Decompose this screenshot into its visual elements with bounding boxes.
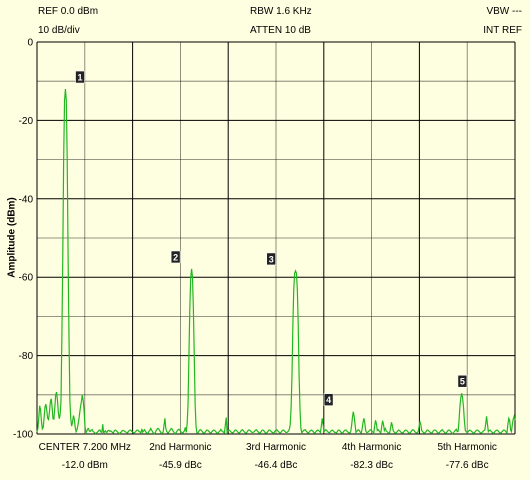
y-tick-label: -80 — [19, 351, 34, 362]
footer-label: 2nd Harmonic — [149, 442, 212, 453]
rbw-label: RBW 1.6 KHz — [250, 6, 312, 17]
footer-value: -77.6 dBc — [445, 460, 489, 471]
atten-label: ATTEN 10 dB — [250, 25, 311, 36]
marker-2: 2 — [170, 250, 181, 264]
marker-label: 2 — [173, 252, 178, 262]
marker-label: 1 — [78, 73, 83, 83]
marker-1: 1 — [75, 70, 85, 84]
peak-markers: 1 2 3 4 5 — [75, 70, 468, 406]
scale-label: 10 dB/div — [38, 25, 80, 36]
footer-value: -46.4 dBc — [254, 460, 298, 471]
ref-mode-label: INT REF — [483, 25, 522, 36]
y-tick-label: -60 — [19, 273, 34, 284]
marker-3: 3 — [266, 252, 277, 266]
marker-box — [457, 374, 468, 388]
marker-4: 4 — [323, 393, 334, 406]
marker-5: 5 — [457, 374, 468, 388]
y-tick-label: -100 — [13, 430, 33, 441]
vbw-label: VBW --- — [486, 6, 522, 17]
y-axis-label: Amplitude (dBm) — [6, 197, 18, 278]
marker-box — [266, 252, 277, 266]
marker-label: 3 — [269, 254, 274, 264]
footer-label: 3rd Harmonic — [245, 442, 307, 453]
marker-box — [75, 70, 85, 84]
marker-box — [170, 250, 181, 264]
marker-box — [323, 393, 334, 406]
footer-value: -12.0 dBm — [61, 460, 108, 471]
footer-label: 4th Harmonic — [341, 442, 402, 453]
footer-label: CENTER 7.200 MHz — [38, 442, 131, 453]
footer-label: 5th Harmonic — [437, 442, 497, 453]
ref-level-label: REF 0.0 dBm — [38, 6, 99, 17]
spectrum-trace — [36, 88, 516, 436]
y-tick-label: 0 — [27, 38, 33, 49]
footer-value: -82.3 dBc — [350, 460, 393, 471]
plot-grid — [36, 41, 516, 435]
y-tick-labels: 0 -20 -40 -60 -80 -100 — [13, 38, 33, 441]
y-tick-label: -40 — [19, 194, 34, 205]
footer-value: -45.9 dBc — [158, 460, 202, 471]
y-tick-label: -20 — [19, 116, 34, 127]
marker-label: 4 — [326, 395, 331, 405]
marker-label: 5 — [460, 377, 465, 387]
